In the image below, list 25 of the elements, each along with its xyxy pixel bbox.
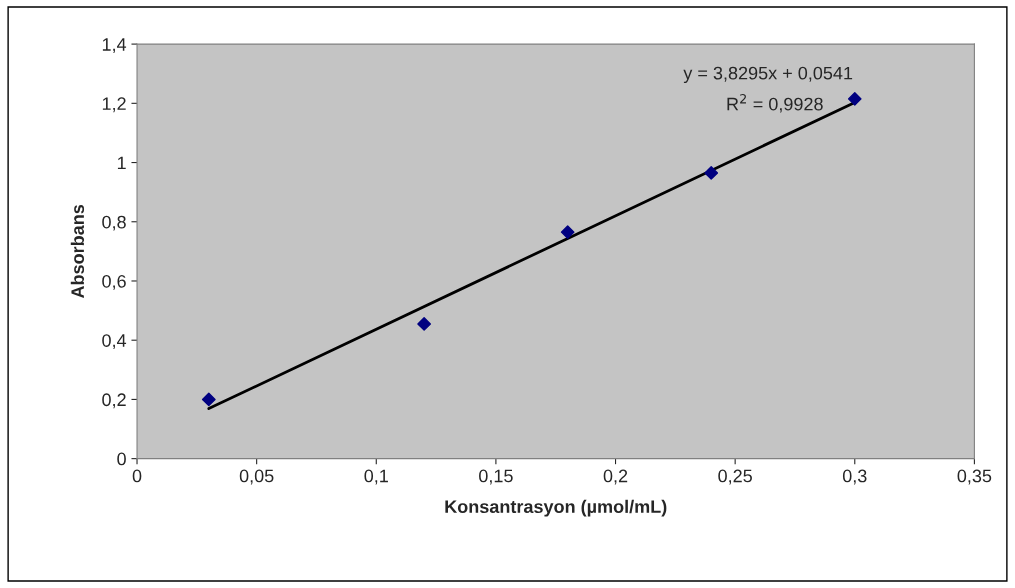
x-tick-label: 0,15 (479, 469, 513, 485)
x-axis-title: Konsantrasyon (µmol/mL) (445, 499, 667, 517)
x-tick-label: 0,2 (603, 469, 628, 485)
annotation: y = 3,8295x + 0,0541 (683, 66, 853, 84)
x-tick-label: 0,1 (364, 469, 388, 485)
y-tick-label: 1,4 (102, 38, 127, 53)
point (417, 317, 432, 331)
annotation: R$^{2}$ = 0,9928 (727, 94, 823, 113)
x-tick-label: 0,05 (239, 469, 274, 485)
y-tick-label: 0,2 (102, 393, 126, 409)
y-axis-title: Absorbans (70, 204, 85, 299)
point (704, 165, 719, 180)
y-tick-label: 0,6 (102, 274, 126, 290)
y-tick-label: 0,8 (102, 215, 126, 231)
x-tick-label: 0 (132, 469, 142, 483)
point (560, 225, 575, 240)
y-tick-label: 0 (117, 452, 126, 466)
x-tick-label: 0,25 (718, 469, 752, 485)
y-tick-label: 1 (117, 156, 126, 170)
x-tick-label: 0,35 (957, 469, 992, 485)
x-tick-label: 0,3 (842, 469, 867, 485)
y-tick-label: 0,4 (102, 334, 127, 350)
y-tick-label: 1,2 (102, 97, 126, 113)
point (201, 392, 216, 407)
point (847, 91, 862, 106)
